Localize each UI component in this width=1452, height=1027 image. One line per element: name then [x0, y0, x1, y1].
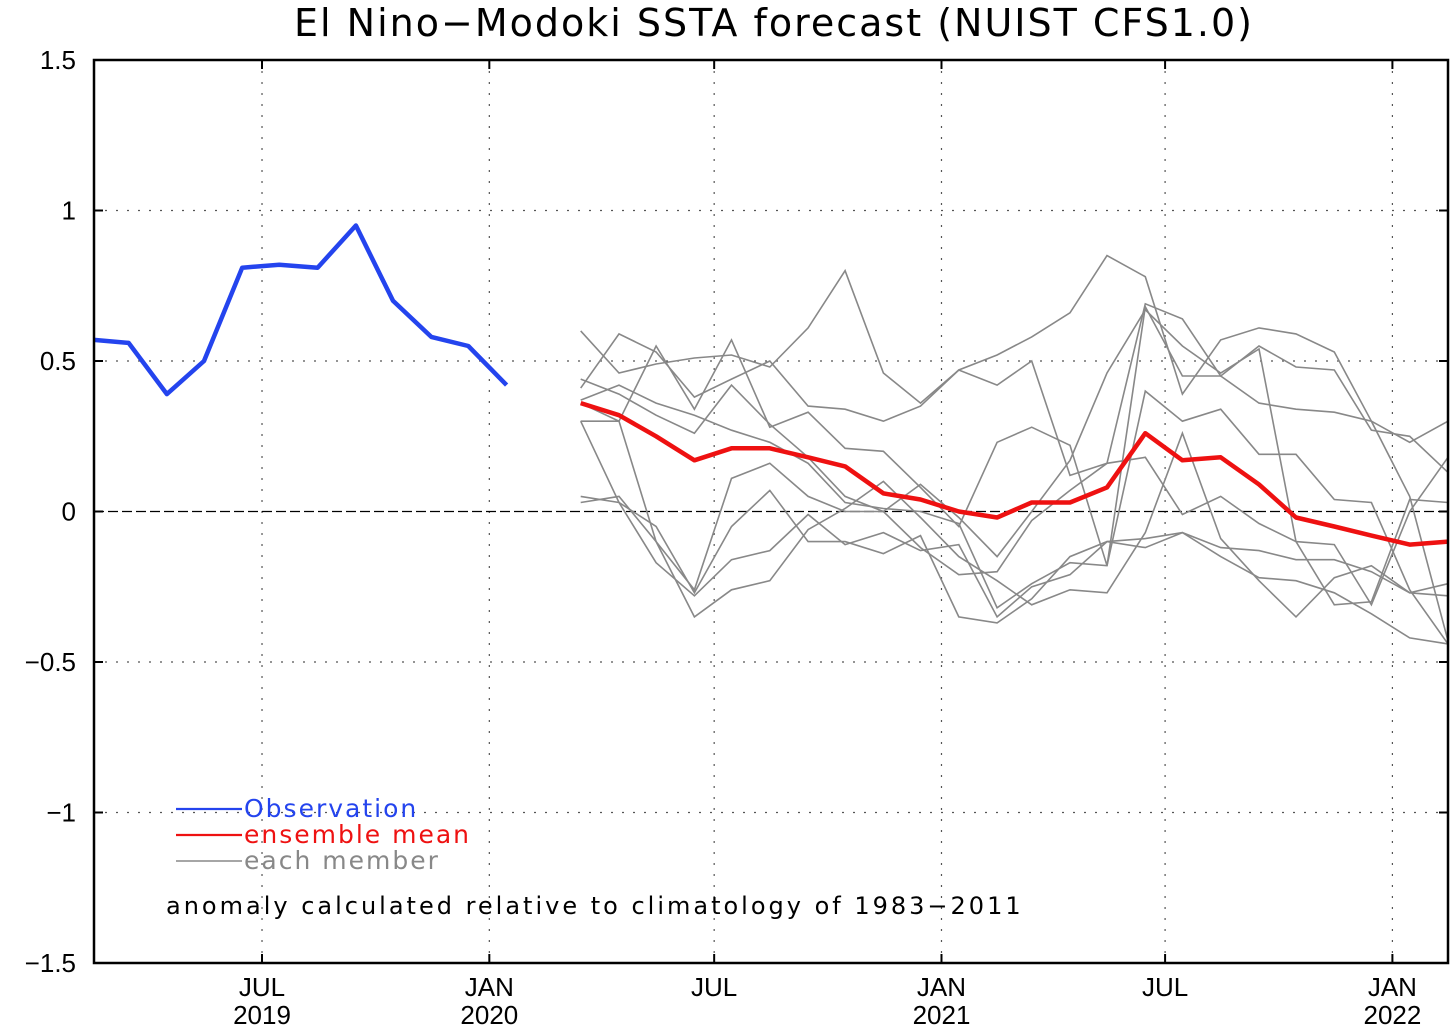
ensemble-member-lines	[579, 254, 1449, 645]
x-tick-year-label: 2020	[460, 1000, 518, 1027]
member-line-6	[580, 420, 1449, 607]
x-tick-year-label: 2019	[233, 1000, 291, 1027]
x-tick-month-label: JAN	[465, 972, 514, 1002]
x-tick-month-label: JAN	[917, 972, 966, 1002]
y-tick-label: 0.5	[40, 346, 76, 376]
legend-ensemble-mean-label: ensemble mean	[244, 820, 471, 849]
y-axis: 1.5 1 0.5 0 −0.5 −1 −1.5	[25, 45, 1448, 978]
member-line-3	[580, 304, 1449, 642]
y-tick-label: −1	[46, 798, 76, 828]
y-tick-label: −1.5	[25, 948, 76, 978]
ensemble-mean-line	[580, 400, 1449, 547]
x-tick-year-label: 2022	[1363, 1000, 1421, 1027]
chart-title: El Nino−Modoki SSTA forecast (NUIST CFS1…	[294, 1, 1254, 45]
legend-observation-label: Observation	[244, 794, 418, 823]
y-tick-label: −0.5	[25, 647, 76, 677]
y-tick-label: 0	[62, 497, 76, 527]
member-line-7	[580, 430, 1449, 619]
x-tick-month-label: JUL	[239, 972, 285, 1002]
legend-each-member-label: each member	[244, 846, 440, 875]
x-tick-month-label: JAN	[1368, 972, 1417, 1002]
legend: Observation ensemble mean each member	[176, 794, 471, 875]
member-line-1	[580, 268, 1449, 477]
member-line-2	[580, 254, 1449, 444]
member-line-8	[579, 420, 1449, 645]
climatology-note: anomaly calculated relative to climatolo…	[166, 892, 1024, 920]
x-tick-year-label: 2021	[913, 1000, 971, 1027]
member-line-4	[580, 308, 1449, 606]
observation-line	[93, 223, 509, 397]
x-tick-month-label: JUL	[1142, 972, 1188, 1002]
y-tick-label: 1	[62, 196, 76, 226]
y-tick-label: 1.5	[40, 45, 76, 75]
member-line-9	[580, 489, 1449, 624]
member-line-5	[580, 384, 1449, 645]
x-tick-month-label: JUL	[691, 972, 737, 1002]
